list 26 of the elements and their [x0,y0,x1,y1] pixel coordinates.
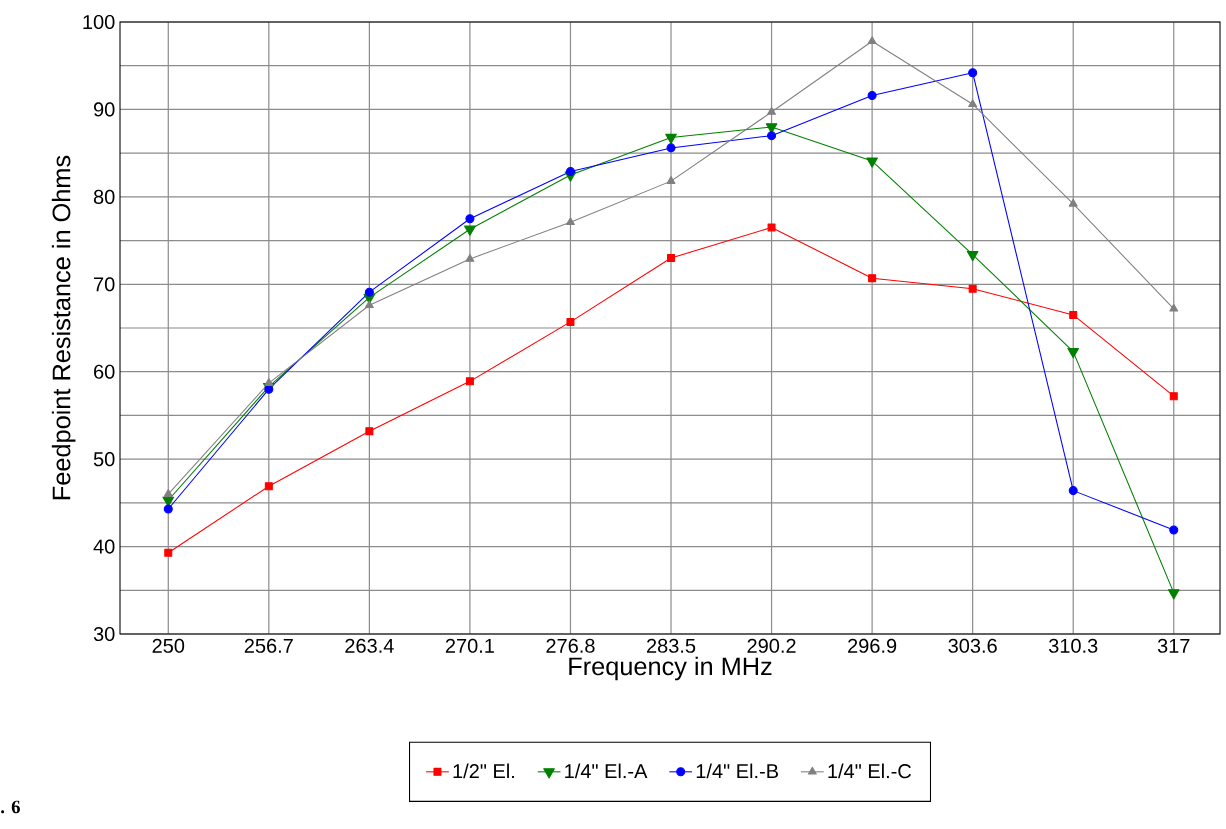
y-tick-label: 50 [93,452,115,467]
y-tick-label: 70 [94,277,115,292]
y-tick-label: 60 [94,364,115,379]
y-tick-label: 90 [93,102,115,117]
y-axis-title: Feedpoint Resistance in Ohms [51,155,76,500]
x-tick-label: 263.4 [345,638,394,653]
x-tick-label: 290.2 [747,638,796,653]
y-tick-label: 40 [93,539,115,554]
legend-label: 1/4" El.-C [828,763,912,779]
x-axis-title: Frequency in MHz [569,656,772,681]
legend-label: 1/4" El.-B [696,763,778,779]
x-tick-label: 310.3 [1048,638,1098,653]
legend-label: 1/4" El.-A [565,763,648,779]
y-tick-label: 80 [93,189,115,204]
x-tick-label: 303.6 [948,638,997,653]
y-tick-label: 100 [83,14,115,30]
y-tick-label: 30 [93,626,115,642]
x-tick-label: 317 [1157,638,1190,653]
x-tick-label: 276.8 [546,638,595,653]
x-tick-label: 270.1 [445,638,494,653]
text: . 6 [1,800,20,814]
x-tick-label: 256.7 [244,638,293,653]
x-tick-label: 296.9 [848,638,897,653]
x-tick-label: 250 [152,638,185,653]
x-tick-label: 283.5 [646,638,696,653]
legend-label: 1/2" El. [453,763,514,779]
